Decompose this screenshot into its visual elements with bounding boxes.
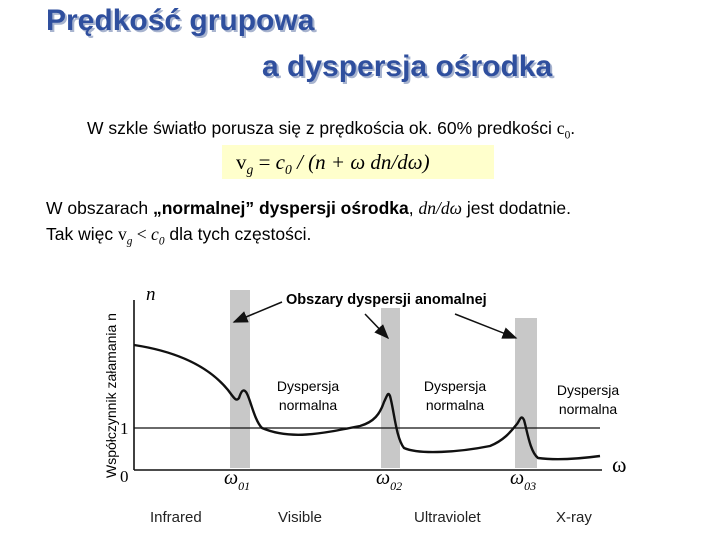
normal-label-3: Dyspersja normalna <box>557 382 619 417</box>
normal-text-c: jest dodatnie. <box>461 198 571 218</box>
second-line-b: dla tych częstości. <box>164 224 312 244</box>
normal-dispersion-line-2: Tak więc vg < c0 dla tych częstości. <box>46 224 311 248</box>
resonance-omega-03: ω03 <box>510 467 536 493</box>
arrow-to-band-3 <box>454 313 518 339</box>
intro-sentence: W szkle światło porusza się z prędkościa… <box>87 118 557 138</box>
second-line-a: Tak więc <box>46 224 118 244</box>
second-line-v: v <box>117 224 127 244</box>
intro-end: . <box>570 118 576 138</box>
anomalous-band-1 <box>230 290 250 468</box>
intro-c: c <box>556 118 565 138</box>
tick-zero: 0 <box>120 467 129 486</box>
intro-c-sub: 0 <box>564 129 571 142</box>
intro-text: W szkle światło porusza się z prędkościa… <box>87 118 575 142</box>
second-line-vsub: g <box>126 235 133 248</box>
normal-text-a: W obszarach <box>46 198 153 218</box>
title-line-1: Prędkość grupowa <box>46 4 315 37</box>
band-visible: Visible <box>278 509 322 526</box>
formula-rest: / (n + ω dn/dω) <box>291 150 430 174</box>
band-xray: X-ray <box>556 509 592 526</box>
group-velocity-formula: vg = c0 / (n + ω dn/dω) <box>222 145 494 179</box>
arrow-to-band-2 <box>364 313 390 340</box>
normal-text-derivative: dn/dω <box>418 198 462 218</box>
second-line-lt: < <box>132 224 152 244</box>
formula-v: v <box>236 150 247 174</box>
formula-eq: = <box>253 150 276 174</box>
y-axis-label: Współczynnik załamania n <box>103 313 119 478</box>
refractive-index-curve <box>133 343 601 461</box>
formula-v-sub: g <box>246 162 254 178</box>
normal-dispersion-line-1: W obszarach „normalnej” dyspersji ośrodk… <box>46 198 571 219</box>
normal-label-1: Dyspersja normalna <box>277 378 339 413</box>
band-ultraviolet: Ultraviolet <box>414 509 482 526</box>
resonance-omega-01: ω01 <box>224 467 250 493</box>
anomalous-band-3 <box>515 318 537 468</box>
n-symbol: n <box>146 284 156 305</box>
arrow-to-band-1 <box>232 301 283 323</box>
formula-c: c <box>275 150 285 174</box>
omega-axis-symbol: ω <box>612 452 626 477</box>
anomalous-band-2 <box>381 308 400 468</box>
anomalous-regions-label: Obszary dyspersji anomalnej <box>286 292 487 308</box>
second-line-csub: 0 <box>158 235 165 248</box>
resonance-omega-02: ω02 <box>376 467 402 493</box>
formula-c-sub: 0 <box>285 162 292 178</box>
tick-one: 1 <box>120 419 129 438</box>
normal-text-bold: „normalnej” dyspersji ośrodka <box>152 198 409 218</box>
band-infrared: Infrared <box>150 509 202 526</box>
normal-label-2: Dyspersja normalna <box>424 378 486 413</box>
title-line-2: a dyspersja ośrodka <box>262 50 553 83</box>
second-line-c: c <box>151 224 159 244</box>
normal-text-b: , <box>408 198 419 218</box>
